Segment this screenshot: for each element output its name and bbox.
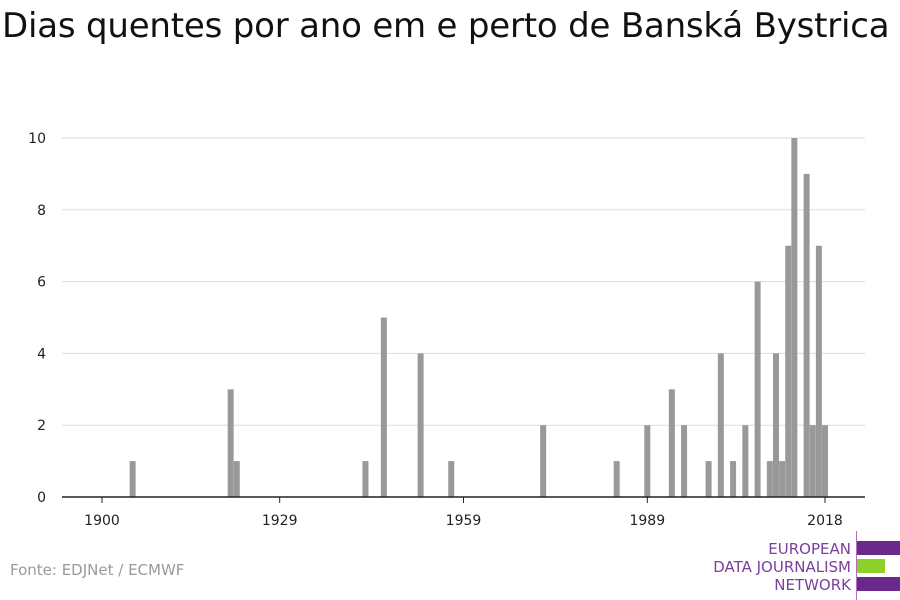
bar-2003 [730, 461, 737, 497]
bar-chart: 0 2 4 6 8 10 1900 1929 1959 1989 2018 [28, 131, 865, 529]
logo-bar-purple-bottom [857, 577, 900, 591]
bar-2010 [772, 353, 779, 497]
bar-1957 [448, 461, 455, 497]
x-tick-label: 2018 [807, 513, 843, 529]
logo-divider [856, 531, 857, 600]
logo-bar-purple-top [857, 541, 900, 555]
bar-2005 [742, 425, 749, 497]
bar-1999 [705, 461, 712, 497]
bar-2017 [815, 245, 822, 497]
edjnet-logo: EUROPEAN DATA JOURNALISM NETWORK [700, 531, 900, 600]
bar-2011 [779, 461, 786, 497]
source-note: Fonte: EDJNet / ECMWF [10, 561, 185, 579]
y-tick-labels: 0 2 4 6 8 10 [28, 131, 46, 506]
logo-line-data-journalism: DATA JOURNALISM [713, 558, 851, 576]
x-tick-labels: 1900 1929 1959 1989 2018 [84, 497, 843, 529]
bar-2009 [766, 461, 773, 497]
bar-1922 [233, 461, 240, 497]
logo-bar-green [857, 559, 885, 573]
bar-2018 [821, 425, 829, 497]
bar-1943 [362, 461, 369, 497]
logo-line-european: EUROPEAN [768, 540, 851, 558]
x-tick-label: 1989 [629, 513, 665, 529]
bar-1952 [417, 353, 424, 497]
x-tick-label: 1900 [84, 513, 120, 529]
y-tick-label: 4 [37, 346, 46, 362]
bar-1905 [129, 461, 136, 497]
bar-1984 [613, 461, 620, 497]
gridlines [62, 137, 865, 426]
bar-1989 [644, 425, 651, 497]
bars [129, 138, 829, 497]
y-tick-label: 10 [28, 131, 46, 147]
x-tick-label: 1959 [446, 513, 482, 529]
bar-1993 [668, 389, 675, 497]
bar-1972 [540, 425, 547, 497]
logo-line-network: NETWORK [774, 576, 851, 594]
y-tick-label: 0 [37, 490, 46, 506]
bar-2015 [803, 173, 810, 497]
y-tick-label: 8 [37, 203, 46, 219]
bar-2016 [809, 425, 816, 497]
bar-1946 [380, 317, 387, 497]
bar-2007 [754, 281, 761, 497]
y-tick-label: 2 [37, 418, 46, 434]
bar-2013 [791, 138, 798, 497]
bar-1921 [227, 389, 234, 497]
x-tick-label: 1929 [262, 513, 298, 529]
bar-2001 [717, 353, 724, 497]
chart-title: Dias quentes por ano em e perto de Bansk… [2, 6, 890, 46]
y-tick-label: 6 [37, 275, 46, 291]
bar-2012 [785, 245, 792, 497]
bar-1995 [681, 425, 688, 497]
